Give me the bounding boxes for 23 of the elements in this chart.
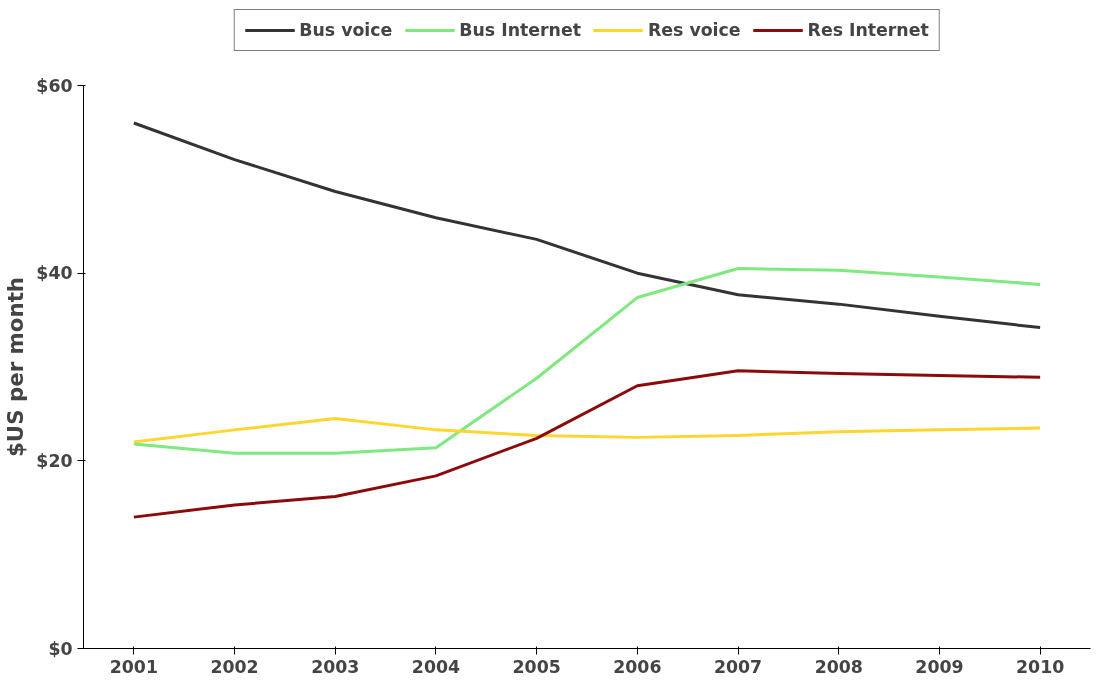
line-series [132, 121, 1042, 330]
y-tick-label: $60 [36, 75, 73, 96]
y-tick-label: $40 [36, 263, 73, 284]
legend-label: Res Internet [807, 20, 929, 40]
x-tick-label: 2001 [109, 656, 158, 677]
y-axis-title: $US per month [3, 276, 29, 458]
x-tick-label: 2005 [512, 656, 561, 677]
legend-label: Res voice [647, 20, 741, 40]
legend-label: Bus Internet [459, 20, 581, 40]
legend-label: Bus voice [299, 20, 393, 40]
line-series [132, 417, 1042, 444]
y-tick-label: $20 [36, 450, 73, 471]
x-tick-label: 2006 [613, 656, 662, 677]
y-tick-label: $0 [48, 638, 73, 659]
x-tick-label: 2004 [411, 656, 461, 677]
x-tick-label: 2002 [210, 656, 259, 677]
x-tick-label: 2003 [311, 656, 360, 677]
x-tick-label: 2009 [915, 656, 964, 677]
x-tick-label: 2010 [1016, 656, 1065, 677]
x-tick-label: 2007 [713, 656, 763, 677]
x-tick-label: 2008 [814, 656, 863, 677]
line-series [132, 369, 1042, 519]
line-series [132, 266, 1042, 455]
